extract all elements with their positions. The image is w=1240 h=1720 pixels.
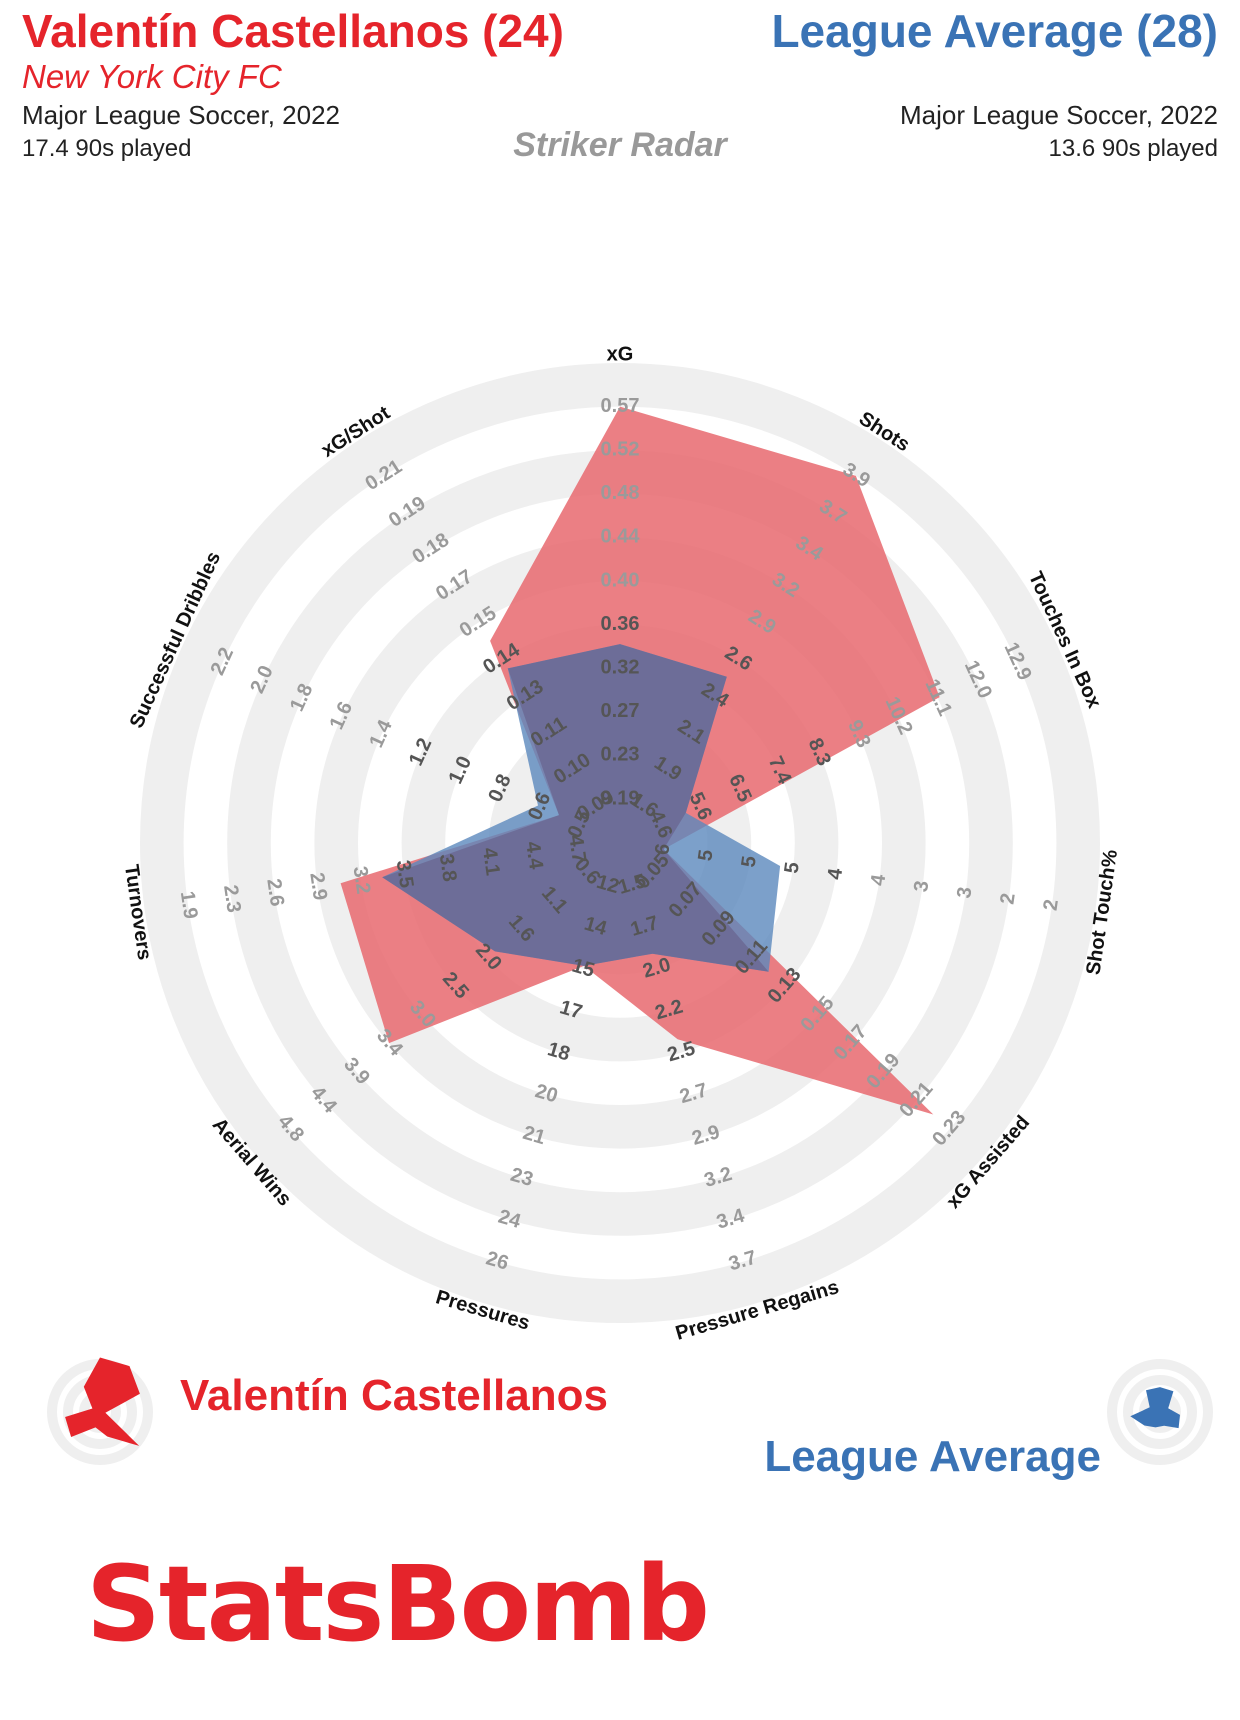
legend-player-radar (65, 1357, 140, 1446)
statsbomb-logo: StatsBomb (86, 1543, 708, 1665)
tick-label: 3.8 (435, 852, 461, 883)
tick-label: 5 (738, 855, 761, 869)
tick-label: 0.19 (601, 787, 640, 809)
tick-label: 3 (953, 886, 976, 900)
tick-label: 0.48 (601, 482, 640, 504)
tick-label: 0.57 (601, 395, 640, 417)
legend-average-radar (1130, 1387, 1180, 1429)
legend-average (1107, 1359, 1213, 1465)
tick-label: 2.9 (305, 871, 331, 902)
tick-label: 4.1 (478, 846, 504, 877)
tick-label: 4 (824, 866, 847, 881)
tick-label: 3 (910, 879, 933, 893)
tick-label: 0.32 (601, 656, 640, 678)
player-team: New York City FC (22, 58, 283, 95)
player-title: Valentín Castellanos (24) (22, 5, 564, 57)
tick-label: 0.52 (601, 438, 640, 460)
tick-label: 4 (867, 872, 890, 887)
tick-label: 3.5 (392, 859, 418, 890)
tick-label: 4.4 (521, 840, 547, 872)
overlap-polygon (382, 644, 769, 972)
radar-ring (139, 362, 1101, 1324)
radar-polygons (340, 406, 940, 1115)
comparison-minutes: 13.6 90s played (1049, 135, 1218, 162)
tick-label: 2.3 (219, 883, 245, 914)
tick-label: 21 (520, 1122, 548, 1149)
tick-label: 0.36 (601, 613, 640, 635)
tick-label: 2 (1040, 898, 1063, 912)
tick-label: 15 (569, 955, 597, 982)
tick-label: 4.7 (564, 834, 590, 865)
legend-ring (1107, 1359, 1213, 1465)
tick-label: 0.27 (601, 700, 640, 722)
legend-average-label: League Average (764, 1432, 1101, 1481)
player-minutes: 17.4 90s played (22, 135, 191, 162)
legend-player (47, 1357, 153, 1465)
tick-label: 0.44 (601, 526, 641, 548)
legend-ring (1123, 1375, 1197, 1449)
tick-label: 1.9 (176, 890, 202, 921)
tick-label: 18 (545, 1038, 573, 1065)
tick-label: 5 (694, 848, 717, 862)
legend-player-label: Valentín Castellanos (180, 1371, 608, 1420)
radar-title: Striker Radar (513, 126, 728, 164)
comparison-competition: Major League Soccer, 2022 (900, 100, 1218, 130)
axis-label: xG (607, 343, 634, 365)
tick-label: 5 (781, 861, 804, 875)
tick-label: 6 (651, 842, 674, 856)
tick-label: 2.6 (262, 877, 288, 908)
tick-label: 0.40 (601, 569, 640, 591)
player-competition: Major League Soccer, 2022 (22, 100, 340, 130)
tick-label: 0.23 (601, 744, 640, 766)
tick-label: 2 (996, 892, 1019, 906)
tick-label: 3.2 (349, 865, 375, 896)
comparison-title: League Average (28) (771, 5, 1218, 57)
